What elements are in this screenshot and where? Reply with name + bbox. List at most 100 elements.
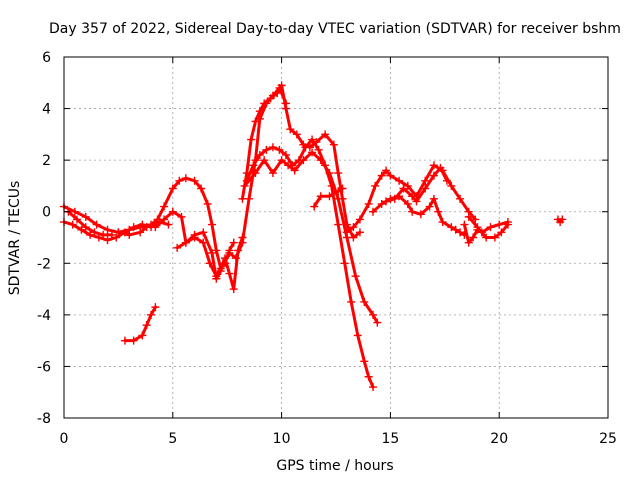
data-point xyxy=(203,199,212,208)
data-point xyxy=(473,223,482,232)
data-point xyxy=(308,135,317,144)
y-tick-label: 4 xyxy=(42,102,51,118)
data-point xyxy=(373,318,382,327)
data-point xyxy=(275,145,284,154)
y-tick-label: -8 xyxy=(37,411,51,427)
data-point xyxy=(281,150,290,159)
y-tick-label: 0 xyxy=(42,205,51,221)
data-point xyxy=(92,220,101,229)
data-point xyxy=(429,161,438,170)
data-point xyxy=(347,297,356,306)
y-tick-label: -4 xyxy=(37,308,51,324)
data-point xyxy=(238,238,247,247)
data-point xyxy=(199,238,208,247)
data-point xyxy=(395,176,404,185)
data-point xyxy=(81,223,90,232)
data-point xyxy=(368,310,377,319)
data-point xyxy=(238,194,247,203)
x-tick-label: 5 xyxy=(168,431,177,447)
data-point xyxy=(260,156,269,165)
data-point xyxy=(325,192,334,201)
data-point xyxy=(416,210,425,219)
data-point xyxy=(266,94,275,103)
data-point xyxy=(251,117,260,126)
data-point xyxy=(403,181,412,190)
data-point xyxy=(151,303,160,312)
data-point xyxy=(212,272,221,281)
data-point xyxy=(181,174,190,183)
data-point xyxy=(175,176,184,185)
data-point xyxy=(340,259,349,268)
data-point xyxy=(368,383,377,392)
data-point xyxy=(451,225,460,234)
data-point xyxy=(249,161,258,170)
data-point xyxy=(456,228,465,237)
data-point xyxy=(382,166,391,175)
data-point xyxy=(371,181,380,190)
data-point xyxy=(68,220,77,229)
data-point xyxy=(138,331,147,340)
data-point xyxy=(353,331,362,340)
data-point xyxy=(268,169,277,178)
data-point xyxy=(286,125,295,134)
series-track-16 xyxy=(464,212,512,242)
data-point xyxy=(425,202,434,211)
chart-title: Day 357 of 2022, Sidereal Day-to-day VTE… xyxy=(49,21,621,37)
series-track-11 xyxy=(310,184,347,211)
data-point xyxy=(103,225,112,234)
data-point xyxy=(456,194,465,203)
data-point xyxy=(142,321,151,330)
series-track-10 xyxy=(240,148,382,327)
data-point xyxy=(73,215,82,224)
data-point xyxy=(408,207,417,216)
x-tick-label: 20 xyxy=(490,431,508,447)
data-point xyxy=(497,228,506,237)
data-point xyxy=(355,215,364,224)
data-point xyxy=(421,184,430,193)
series-trace xyxy=(240,83,362,239)
data-point xyxy=(147,220,156,229)
x-tick-label: 10 xyxy=(273,431,291,447)
series-track-5 xyxy=(114,174,238,273)
data-point xyxy=(277,81,286,90)
data-point xyxy=(299,156,308,165)
data-point xyxy=(390,194,399,203)
data-point xyxy=(314,145,323,154)
data-point xyxy=(173,243,182,252)
data-point xyxy=(168,207,177,216)
data-point xyxy=(255,107,264,116)
data-point xyxy=(447,181,456,190)
data-point xyxy=(334,169,343,178)
data-point xyxy=(164,220,173,229)
x-tick-label: 25 xyxy=(599,431,617,447)
data-point xyxy=(434,207,443,216)
data-point xyxy=(262,145,271,154)
data-point xyxy=(368,207,377,216)
data-point xyxy=(360,357,369,366)
data-point xyxy=(412,197,421,206)
data-point xyxy=(147,310,156,319)
data-point xyxy=(197,184,206,193)
data-point xyxy=(429,171,438,180)
data-point xyxy=(325,169,334,178)
data-point xyxy=(436,163,445,172)
data-point xyxy=(490,233,499,242)
data-point xyxy=(120,336,129,345)
data-point xyxy=(218,259,227,268)
data-point xyxy=(338,184,347,193)
data-point xyxy=(81,212,90,221)
plot-frame xyxy=(63,56,609,419)
data-point xyxy=(360,297,369,306)
data-point xyxy=(503,220,512,229)
data-point xyxy=(86,230,95,239)
data-point xyxy=(482,233,491,242)
data-point xyxy=(403,199,412,208)
data-point xyxy=(212,246,221,255)
data-point xyxy=(277,156,286,165)
data-point xyxy=(447,223,456,232)
series-trace xyxy=(467,215,510,239)
data-point xyxy=(151,223,160,232)
y-tick-label: 2 xyxy=(42,153,51,169)
data-point xyxy=(377,171,386,180)
